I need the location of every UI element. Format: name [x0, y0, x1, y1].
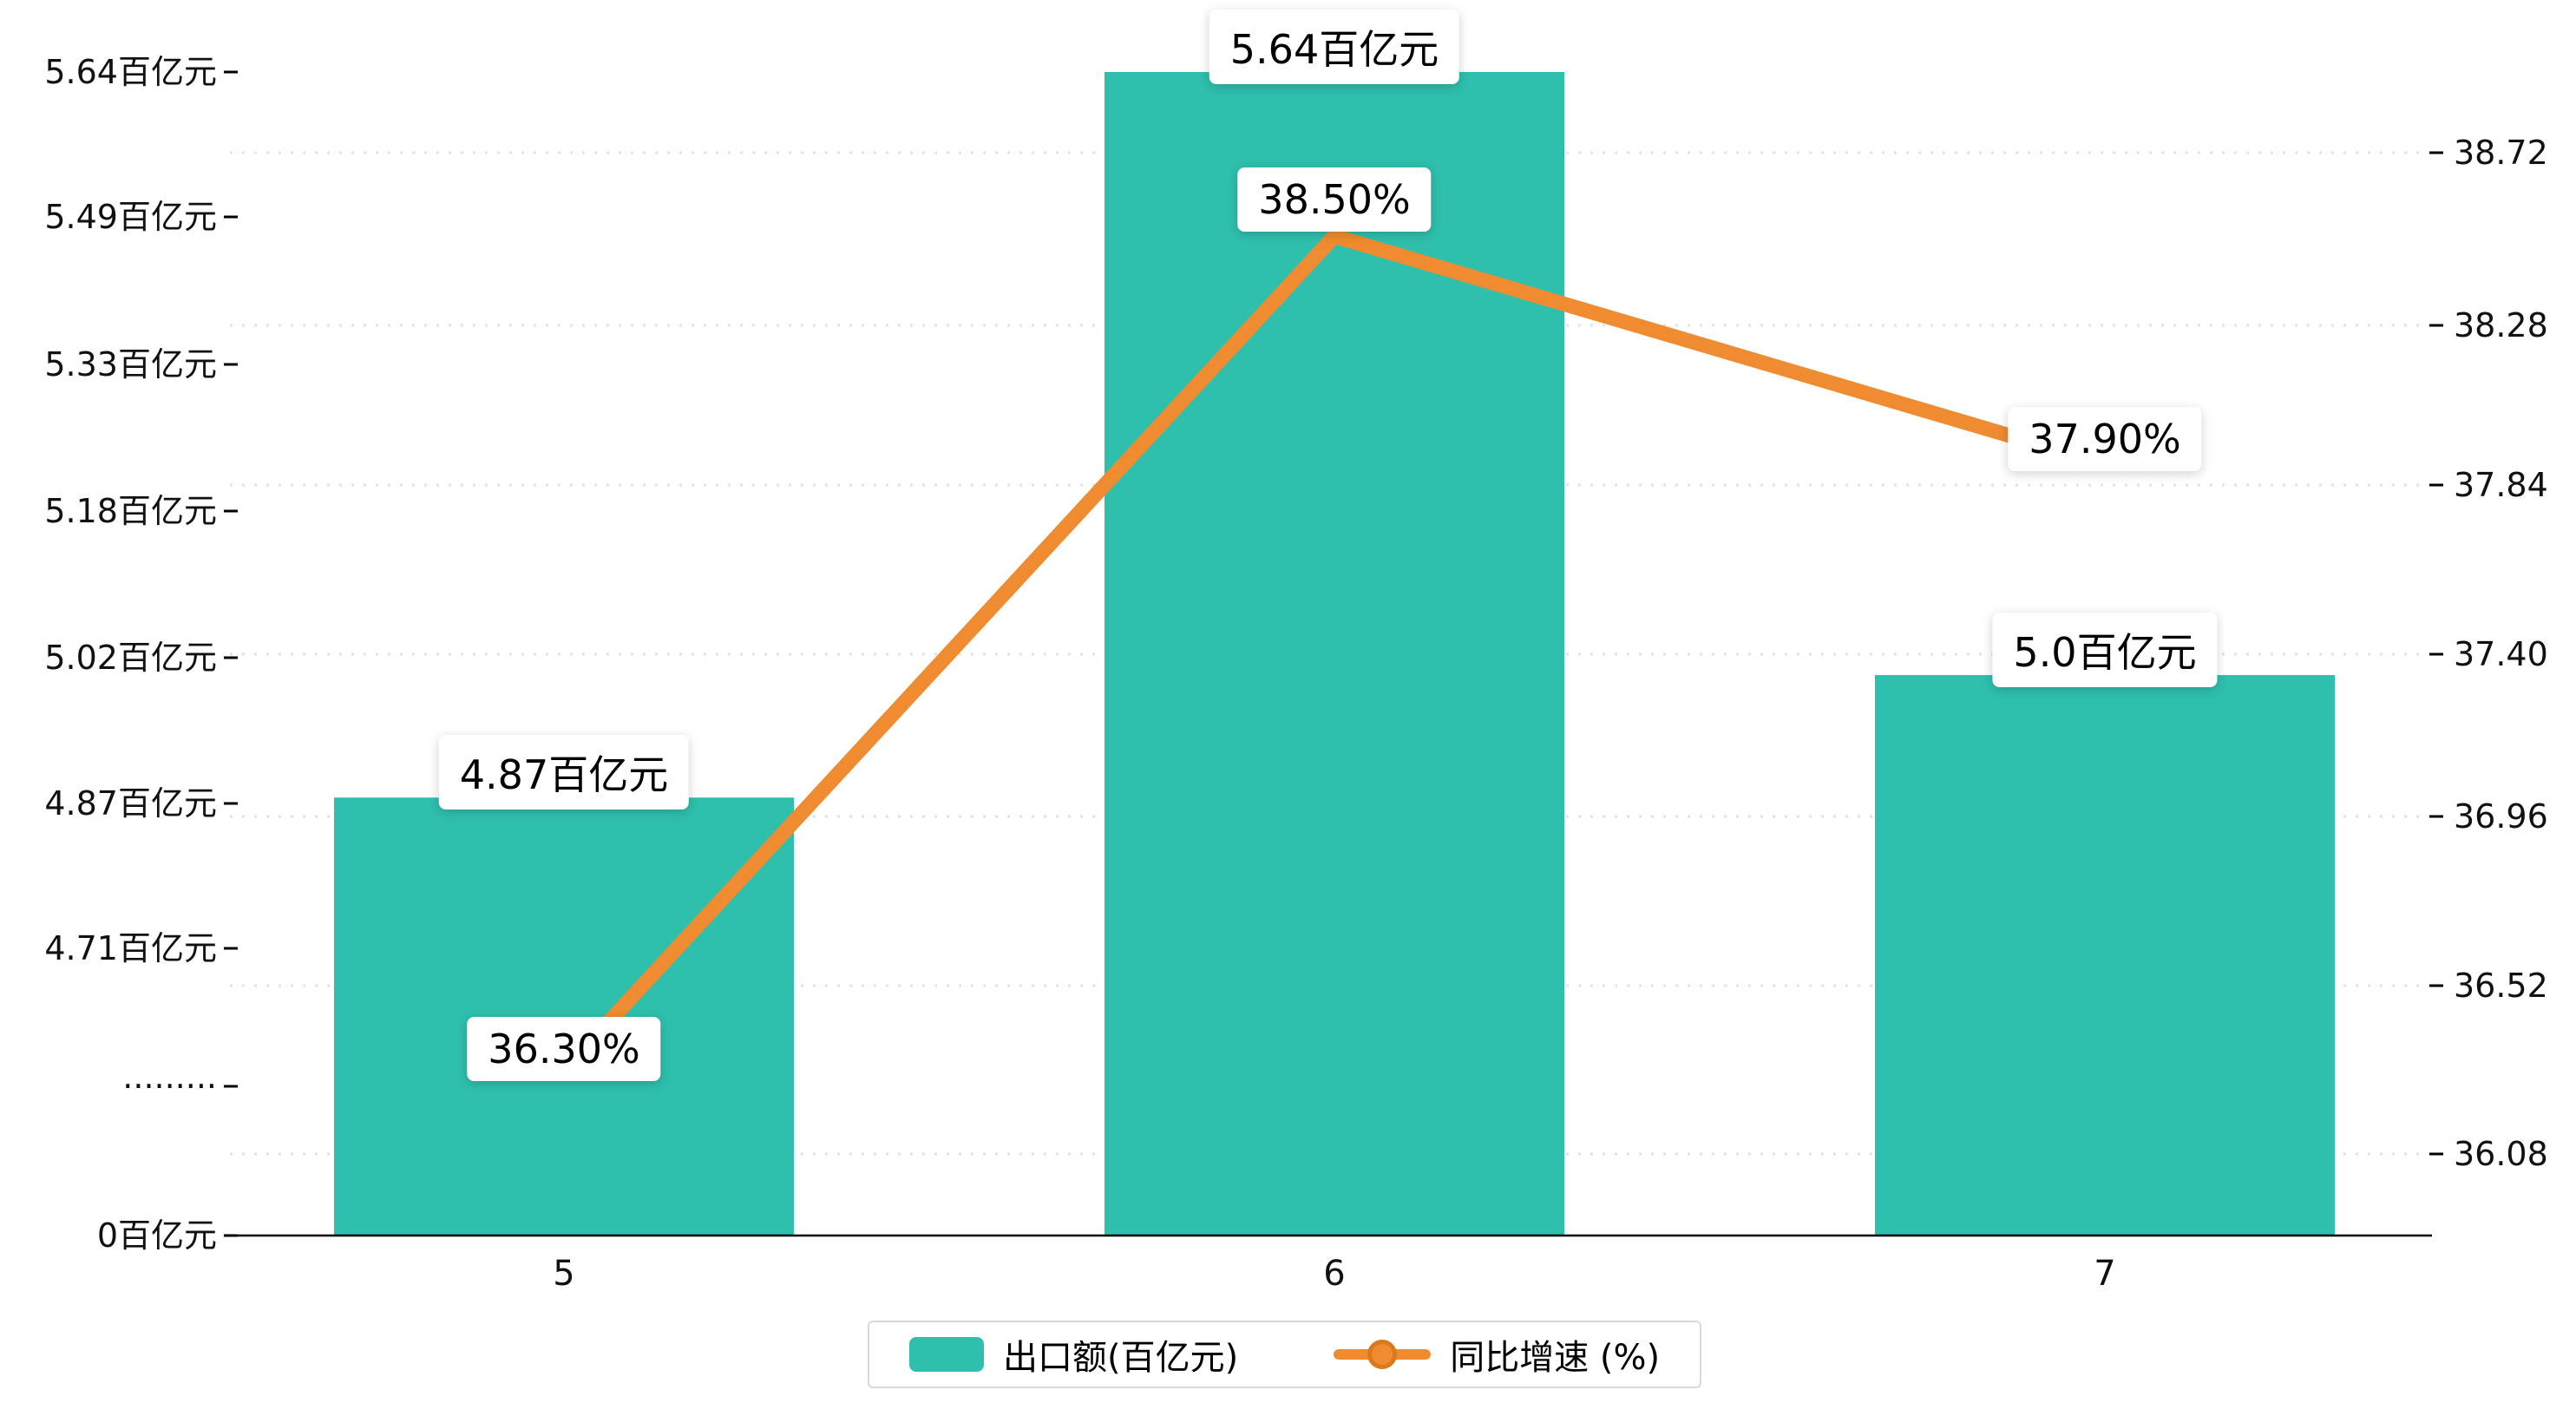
bar-value-label: 5.0百亿元 [1992, 613, 2218, 688]
line-point-label: 36.30% [467, 1016, 661, 1081]
legend: 出口额(百亿元) 同比增速 (%) [868, 1321, 1702, 1388]
bar-series-swatch-icon [909, 1337, 984, 1372]
right-axis-tick-label: 37.84 [2454, 466, 2548, 504]
left-axis-tick-label: 4.71百亿元 [44, 929, 217, 967]
line-series-marker-icon [1334, 1337, 1432, 1372]
right-axis-tick-label: 36.08 [2454, 1135, 2548, 1173]
legend-label-export: 出口额(百亿元) [1003, 1338, 1239, 1378]
right-axis-tick-label: 36.52 [2454, 967, 2548, 1005]
left-axis-tick-label: ········· [122, 1067, 217, 1105]
legend-label-growth: 同比增速 (%) [1450, 1338, 1661, 1378]
bar-month-5[interactable] [334, 797, 794, 1236]
line-point-label: 38.50% [1237, 167, 1432, 233]
bar-month-7[interactable] [1875, 675, 2335, 1236]
x-axis-tick-label: 7 [2094, 1254, 2116, 1294]
legend-item-export-bar[interactable]: 出口额(百亿元) [909, 1329, 1238, 1380]
x-axis-tick-label: 5 [553, 1254, 575, 1294]
left-axis-tick-label: 5.02百亿元 [44, 639, 217, 677]
growth-rate-line[interactable] [556, 228, 2113, 1078]
bar-value-label: 4.87百亿元 [438, 735, 690, 810]
left-axis-tick-label: 0百亿元 [96, 1216, 217, 1255]
left-axis-tick-label: 5.49百亿元 [44, 198, 217, 236]
line-legend-dot-icon [1367, 1340, 1398, 1369]
x-axis-tick-label: 6 [1323, 1254, 1346, 1294]
line-point-label: 37.90% [2008, 407, 2202, 472]
left-axis-tick-label: 5.18百亿元 [44, 492, 217, 530]
right-axis-tick-label: 38.28 [2454, 306, 2548, 344]
left-axis-tick-label: 5.64百亿元 [44, 53, 217, 91]
legend-item-growth-line[interactable]: 同比增速 (%) [1334, 1329, 1660, 1380]
left-axis-tick-label: 5.33百亿元 [44, 345, 217, 384]
right-axis-tick-label: 38.72 [2454, 134, 2548, 172]
bar-value-label: 5.64百亿元 [1209, 10, 1460, 84]
left-axis-tick-label: 4.87百亿元 [44, 784, 217, 823]
bar-month-6[interactable] [1104, 72, 1564, 1236]
right-axis-tick-label: 36.96 [2454, 797, 2548, 836]
right-axis-tick-label: 37.40 [2454, 635, 2548, 673]
